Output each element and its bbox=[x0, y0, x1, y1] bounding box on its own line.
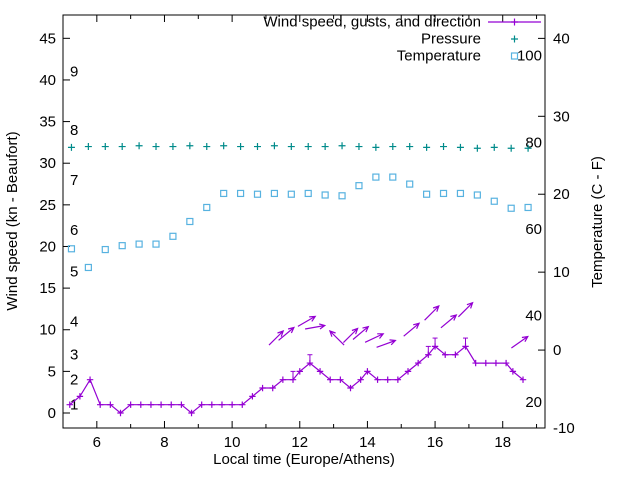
legend-pressure-label: Pressure bbox=[421, 31, 481, 48]
svg-text:9: 9 bbox=[70, 64, 78, 81]
svg-text:100: 100 bbox=[517, 48, 542, 65]
x-axis-title: Local time (Europe/Athens) bbox=[213, 451, 395, 468]
svg-text:10: 10 bbox=[224, 434, 241, 451]
svg-text:12: 12 bbox=[291, 434, 308, 451]
svg-text:35: 35 bbox=[39, 114, 56, 131]
pressure-series bbox=[67, 142, 532, 152]
svg-text:25: 25 bbox=[39, 197, 56, 214]
svg-text:40: 40 bbox=[525, 307, 542, 324]
svg-text:20: 20 bbox=[525, 394, 542, 411]
svg-text:20: 20 bbox=[39, 238, 56, 255]
svg-text:0: 0 bbox=[48, 405, 56, 422]
svg-text:40: 40 bbox=[553, 30, 570, 47]
svg-text:7: 7 bbox=[70, 172, 78, 189]
plot-frame: 6 8 10 12 14 16 18051015202530354045-100102030… bbox=[39, 14, 575, 451]
svg-text:5: 5 bbox=[70, 263, 78, 280]
svg-text:16: 16 bbox=[427, 434, 444, 451]
svg-text:20: 20 bbox=[553, 186, 570, 203]
legend-wind-label: Wind speed, gusts, and direction bbox=[263, 14, 481, 31]
svg-text:1: 1 bbox=[70, 397, 78, 414]
left-axis-title: Wind speed (kn - Beaufort) bbox=[4, 131, 21, 310]
svg-text:10: 10 bbox=[553, 264, 570, 281]
legend-temperature-label: Temperature bbox=[397, 48, 481, 65]
right-axis-title: Temperature (C - F) bbox=[589, 156, 606, 288]
svg-text:60: 60 bbox=[525, 221, 542, 238]
svg-text:0: 0 bbox=[553, 342, 561, 359]
svg-text:45: 45 bbox=[39, 30, 56, 47]
svg-text:10: 10 bbox=[39, 322, 56, 339]
svg-text:-10: -10 bbox=[553, 420, 575, 437]
svg-text:8: 8 bbox=[160, 434, 168, 451]
svg-text:18: 18 bbox=[494, 434, 511, 451]
svg-text:2: 2 bbox=[70, 372, 78, 389]
svg-text:30: 30 bbox=[553, 108, 570, 125]
svg-text:30: 30 bbox=[39, 155, 56, 172]
wind-speed-series bbox=[66, 337, 527, 417]
svg-text:3: 3 bbox=[70, 347, 78, 364]
svg-text:14: 14 bbox=[359, 434, 376, 451]
svg-text:8: 8 bbox=[70, 122, 78, 139]
svg-text:4: 4 bbox=[70, 313, 78, 330]
svg-text:5: 5 bbox=[48, 363, 56, 380]
wind-direction-arrows bbox=[268, 301, 529, 349]
svg-text:6: 6 bbox=[93, 434, 101, 451]
svg-text:15: 15 bbox=[39, 280, 56, 297]
legend-samples bbox=[488, 18, 541, 60]
svg-text:80: 80 bbox=[525, 134, 542, 151]
svg-text:40: 40 bbox=[39, 72, 56, 89]
svg-text:6: 6 bbox=[70, 222, 78, 239]
temperature-series bbox=[67, 173, 532, 272]
